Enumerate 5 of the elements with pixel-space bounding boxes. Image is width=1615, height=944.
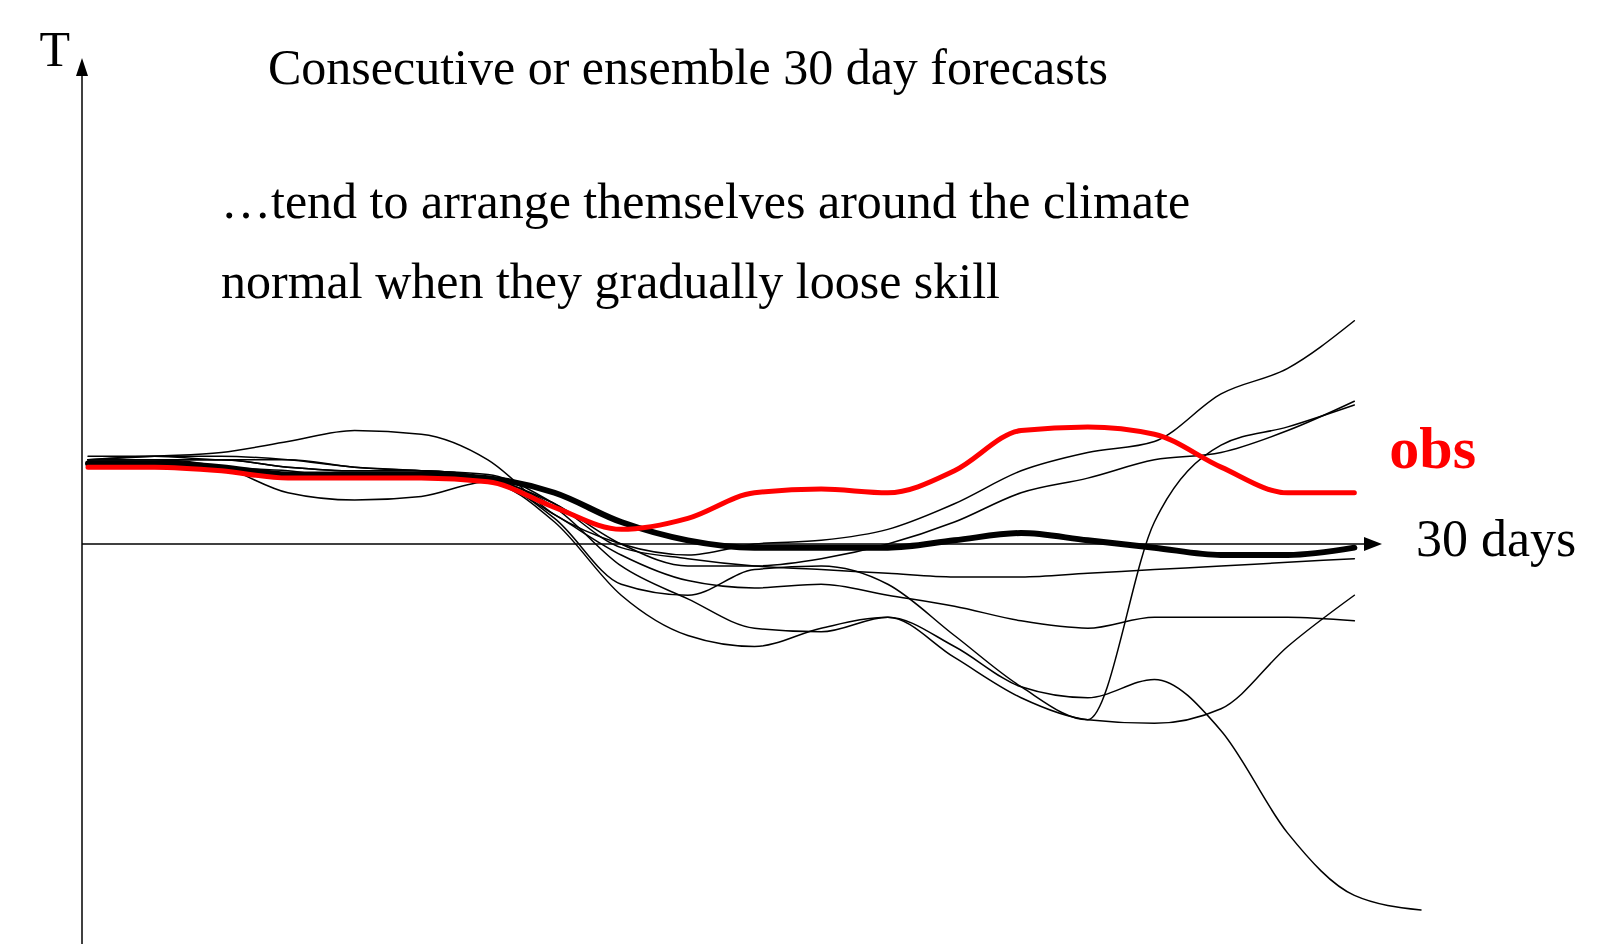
chart-title: Consecutive or ensemble 30 day forecasts: [268, 39, 1109, 95]
x-axis-title: 30 days: [1416, 510, 1577, 567]
series-label: obs: [1389, 414, 1477, 481]
text: …tend to arrange themselves around the climate normal when they gradually loose skill: [221, 173, 1191, 309]
y-axis-title: T: [39, 21, 70, 77]
